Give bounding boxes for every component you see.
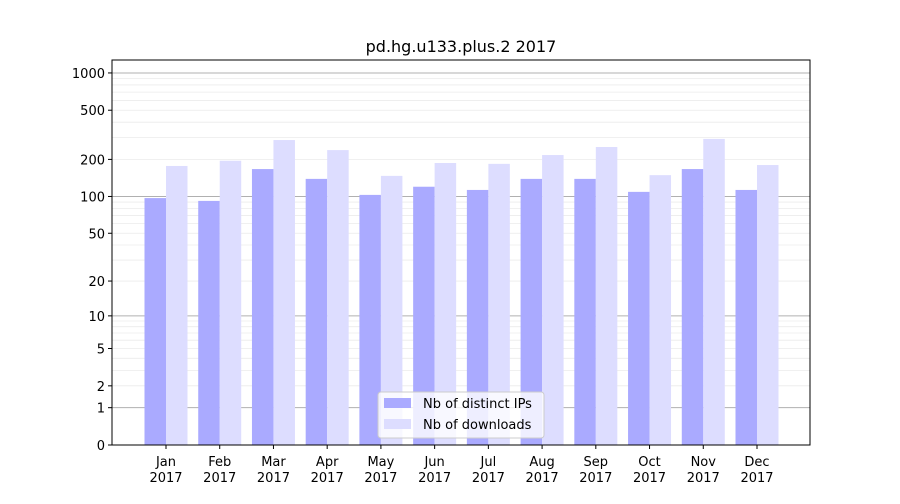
bar-distinct-ips — [251, 169, 274, 445]
bar-distinct-ips — [574, 178, 596, 445]
bar-downloads — [542, 155, 564, 446]
bar-downloads — [703, 138, 725, 445]
x-tick-label-line: May — [367, 455, 394, 470]
y-tick-label: 200 — [80, 153, 105, 168]
bar-downloads — [327, 150, 349, 445]
x-tick-label-line: Feb — [208, 455, 231, 470]
legend-swatch — [384, 398, 411, 408]
bar-downloads — [219, 160, 242, 445]
x-tick-label: Aug 2017 — [526, 455, 559, 486]
legend-label: Nb of distinct IPs — [423, 397, 532, 412]
y-tick-label: 1 — [97, 402, 105, 417]
x-tick-label: Jan 2017 — [149, 455, 182, 486]
legend-label: Nb of downloads — [423, 418, 532, 433]
x-tick-label-line: Apr — [316, 455, 339, 470]
x-tick-label: Nov 2017 — [687, 455, 720, 486]
x-tick-label-line: 2017 — [526, 471, 559, 486]
bar-downloads — [273, 140, 295, 445]
y-tick-label: 2 — [97, 380, 105, 395]
bar-distinct-ips — [735, 189, 757, 445]
bar-distinct-ips — [413, 186, 435, 445]
x-tick-label-line: 2017 — [633, 471, 666, 486]
bar-downloads — [757, 165, 779, 445]
x-tick-label-line: Mar — [261, 455, 286, 470]
x-tick-label-line: 2017 — [418, 471, 451, 486]
x-tick-label-line: 2017 — [472, 471, 505, 486]
x-tick-label-line: 2017 — [257, 471, 290, 486]
y-tick-label: 0 — [97, 439, 105, 454]
x-tick-label-line: 2017 — [740, 471, 773, 486]
bar-distinct-ips — [198, 200, 220, 445]
bar-distinct-ips — [305, 178, 328, 445]
legend: Nb of distinct IPs Nb of downloads — [377, 391, 545, 439]
bar-downloads — [595, 147, 618, 445]
x-tick-label-line: 2017 — [311, 471, 344, 486]
x-tick-label-line: Jan — [155, 455, 176, 470]
chart-title: pd.hg.u133.plus.2 2017 — [366, 37, 557, 56]
plot-frame — [111, 59, 811, 446]
x-tick-label: Feb 2017 — [203, 455, 236, 486]
x-tick-label-line: Nov — [691, 455, 717, 470]
bar-distinct-ips — [681, 169, 704, 445]
y-tick-label: 5 — [97, 343, 105, 358]
x-tick-label-line: Oct — [638, 455, 660, 470]
y-tick-label: 1000 — [72, 67, 105, 82]
x-tick-label: Mar 2017 — [257, 455, 290, 486]
bar-downloads — [488, 163, 510, 445]
legend-box — [377, 391, 545, 439]
bar-distinct-ips — [466, 189, 489, 445]
bar-distinct-ips — [144, 198, 166, 445]
x-tick-label-line: Dec — [744, 455, 769, 470]
x-tick-label-line: 2017 — [364, 471, 397, 486]
bar-downloads — [434, 163, 457, 445]
y-tick-label: 20 — [88, 275, 105, 290]
bar-downloads — [380, 175, 403, 445]
y-tick-label: 10 — [88, 310, 105, 325]
legend-swatch — [384, 419, 411, 429]
x-tick-label-line: 2017 — [579, 471, 612, 486]
x-tick-label: Jul 2017 — [472, 455, 505, 486]
bar-downloads — [649, 175, 672, 446]
x-tick-label: Jun 2017 — [418, 455, 451, 486]
x-tick-label-line: Sep — [584, 455, 609, 470]
x-tick-label: Oct 2017 — [633, 455, 666, 486]
y-tick-label: 500 — [80, 104, 105, 119]
x-tick-label: Sep 2017 — [579, 455, 612, 486]
bar-downloads — [166, 165, 188, 445]
bars — [144, 138, 779, 446]
bar-distinct-ips — [520, 178, 543, 445]
x-tick-label: Dec 2017 — [740, 455, 773, 486]
x-tick-label: May 2017 — [364, 455, 397, 486]
bar-distinct-ips — [628, 191, 650, 445]
x-tick-label-line: Aug — [529, 455, 554, 470]
x-tick-label: Apr 2017 — [311, 455, 344, 486]
bar-distinct-ips — [359, 194, 381, 445]
x-tick-label-line: Jun — [423, 455, 444, 470]
x-tick-label-line: 2017 — [203, 471, 236, 486]
x-tick-label-line: Jul — [480, 455, 497, 470]
x-tick-label-line: 2017 — [687, 471, 720, 486]
x-tick-label-line: 2017 — [149, 471, 182, 486]
y-tick-label: 50 — [88, 227, 105, 242]
y-tick-label: 100 — [80, 190, 105, 205]
